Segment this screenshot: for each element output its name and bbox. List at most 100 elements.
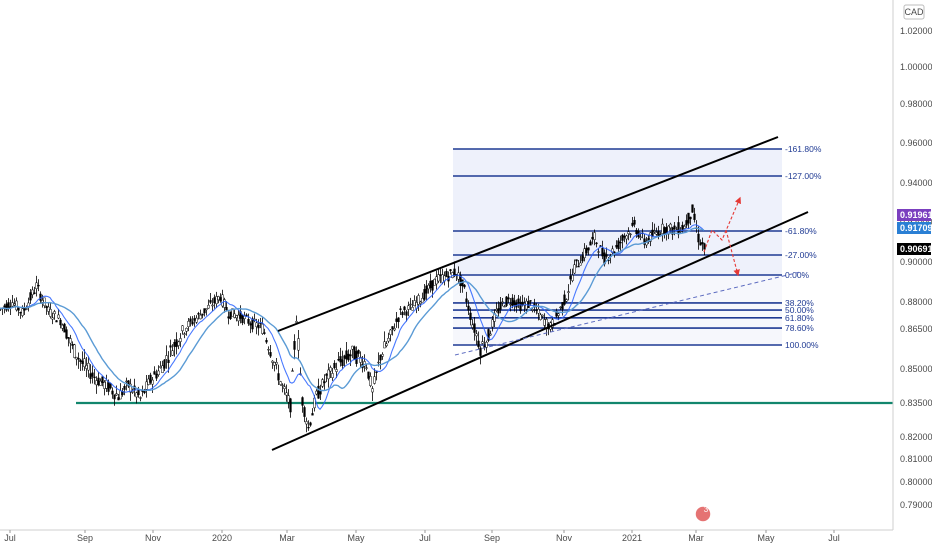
candle-body — [185, 327, 188, 332]
candle-body — [115, 393, 118, 396]
candle-body — [37, 284, 40, 287]
event-badge-icon — [694, 505, 712, 523]
x-tick-label: 2021 — [622, 533, 642, 543]
event-badge-count: 3 — [704, 505, 709, 514]
candle-body — [215, 296, 218, 305]
candle-body — [213, 297, 216, 304]
candle-body — [159, 366, 162, 368]
candle-body — [577, 265, 580, 268]
candle-body — [75, 356, 78, 360]
candle-body — [439, 274, 442, 276]
candle-body — [349, 354, 352, 357]
channel-upper-line — [277, 136, 779, 332]
candle-body — [661, 223, 664, 234]
candle-body — [47, 306, 50, 312]
candle-body — [155, 373, 158, 379]
candle-body — [557, 313, 560, 316]
candle-body — [649, 232, 652, 242]
x-tick-label: May — [347, 533, 365, 543]
candle-body — [241, 315, 244, 324]
candle-body — [491, 319, 494, 328]
candle-body — [123, 385, 126, 390]
candle-body — [269, 352, 272, 357]
y-tick-label: 0.94000 — [900, 178, 932, 188]
candle-body — [617, 240, 620, 250]
candle-body — [203, 308, 206, 314]
candle-body — [277, 373, 280, 381]
fibonacci-levels: -161.80% -127.00% -61.80% -27.00% 0.00% 38.20… — [453, 144, 822, 350]
candle-body — [395, 318, 398, 322]
candle-body — [307, 426, 310, 429]
candle-body — [61, 324, 64, 329]
candle-body — [639, 236, 642, 238]
candle-body — [305, 421, 308, 425]
candle-body — [251, 318, 254, 330]
candle-body — [227, 316, 230, 319]
candle-body — [85, 365, 88, 369]
candle-body — [517, 298, 520, 304]
candle-body — [623, 235, 626, 238]
candle-body — [625, 235, 628, 240]
candle-body — [151, 379, 154, 385]
candle-body — [583, 248, 586, 258]
y-tick-label: 0.96000 — [900, 138, 932, 148]
candle-body — [343, 355, 346, 359]
candle-body — [57, 314, 60, 319]
candle-body — [511, 297, 514, 306]
candle-body — [573, 264, 576, 274]
candle-body — [529, 300, 532, 302]
arrow-down-projection — [725, 229, 740, 277]
candle-body — [505, 296, 508, 306]
candle-body — [697, 233, 700, 243]
candle-body — [73, 344, 76, 358]
candle-body — [163, 359, 166, 369]
fib-level-label: 38.20% — [785, 298, 814, 308]
candle-body — [207, 304, 210, 309]
price-tag-value: 0.91961 — [900, 210, 932, 220]
candle-body — [663, 227, 666, 234]
candle-body — [673, 225, 676, 230]
candle-body — [633, 220, 636, 225]
candle-body — [21, 308, 24, 316]
candle-body — [49, 309, 52, 317]
candle-body — [701, 242, 704, 245]
fib-level-label: -127.00% — [785, 171, 822, 181]
candle-body — [223, 299, 226, 308]
candle-body — [501, 301, 504, 303]
candle-body — [421, 298, 424, 303]
candle-body — [383, 341, 386, 349]
candle-body — [651, 229, 654, 237]
fib-level-label: -27.00% — [785, 250, 817, 260]
candle-body — [513, 300, 516, 306]
y-tick-label: 0.85000 — [900, 364, 932, 374]
candle-body — [147, 378, 150, 385]
x-tick-label: Jul — [4, 533, 16, 543]
candle-body — [575, 259, 578, 262]
candle-body — [161, 365, 164, 374]
candle-body — [519, 302, 522, 312]
candle-body — [199, 314, 202, 320]
candle-body — [145, 381, 148, 390]
y-tick-label: 0.82000 — [900, 432, 932, 442]
candle-body — [419, 301, 422, 304]
candle-body — [567, 291, 570, 293]
candle-body — [81, 360, 84, 364]
fib-level-label: 0.00% — [785, 270, 810, 280]
candle-body — [323, 381, 326, 384]
candle-body — [33, 292, 36, 294]
candle-body — [209, 300, 212, 303]
x-tick-label: Jul — [828, 533, 840, 543]
candle-body — [315, 390, 318, 395]
candle-body — [409, 303, 412, 306]
candle-body — [433, 279, 436, 286]
candle-body — [471, 324, 474, 328]
candle-body — [293, 341, 296, 350]
candle-body — [285, 392, 288, 396]
candle-body — [353, 346, 356, 360]
candle-body — [431, 280, 434, 291]
x-tick-label: 2020 — [212, 533, 232, 543]
candle-body — [157, 370, 160, 376]
candle-body — [485, 341, 488, 348]
y-tick-label: 0.88000 — [900, 297, 932, 307]
